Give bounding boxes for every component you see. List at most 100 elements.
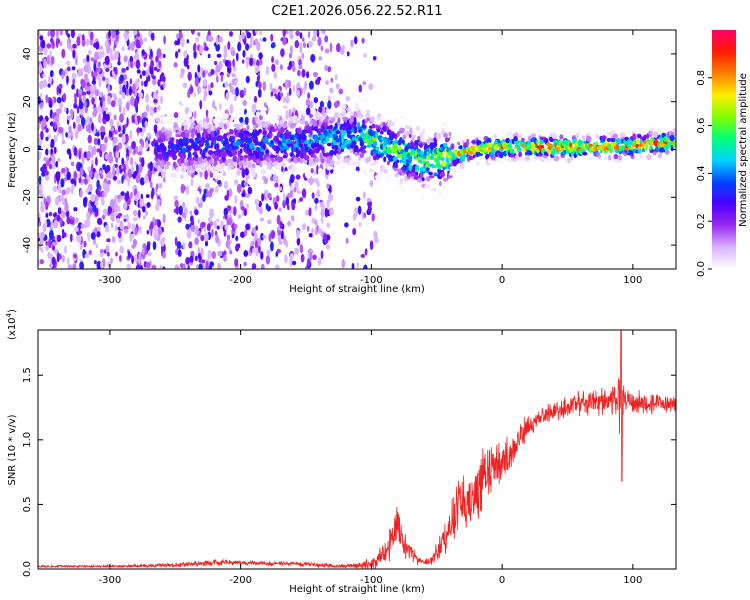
heatmap-cell [196, 169, 201, 173]
heatmap-cell [471, 140, 477, 144]
heatmap-cell [309, 113, 313, 119]
heatmap-cell [282, 192, 286, 202]
heatmap-cell [189, 160, 194, 166]
heatmap-cell [389, 107, 394, 113]
heatmap-cell [326, 199, 330, 208]
heatmap-cell [61, 234, 65, 239]
heatmap-cell [202, 78, 208, 88]
heatmap-cell [354, 207, 359, 217]
heatmap-cell [250, 240, 255, 246]
heatmap-cell [276, 248, 282, 254]
heatmap-cell [320, 208, 325, 218]
heatmap-cell [281, 163, 286, 167]
heatmap-cell [228, 152, 232, 157]
heatmap-cell [77, 173, 81, 179]
heatmap-cell [115, 251, 118, 257]
heatmap-cell [104, 40, 108, 48]
heatmap-cell [401, 139, 405, 145]
heatmap-cell [107, 84, 111, 93]
heatmap-cell [262, 107, 268, 111]
heatmap-cell [139, 225, 142, 234]
colorbar-ticks: 0.0 0.2 0.4 0.6 0.8 [696, 70, 712, 277]
heatmap-cell [227, 166, 231, 171]
heatmap-cell [306, 71, 310, 79]
heatmap-cell [40, 237, 44, 245]
heatmap-cell [310, 149, 316, 155]
heatmap-cell [99, 174, 104, 179]
heatmap-cell [96, 179, 100, 190]
heatmap-cell [139, 74, 143, 79]
heatmap-cell [71, 66, 76, 71]
heatmap-cell [50, 56, 55, 65]
heatmap-cell [61, 74, 64, 80]
heatmap-cell [209, 123, 213, 129]
heatmap-cell [439, 181, 442, 187]
spectrogram-y-label: Frequency (Hz) [7, 112, 18, 188]
heatmap-cell [268, 131, 273, 138]
heatmap-cell [62, 199, 65, 206]
heatmap-cell [197, 163, 203, 168]
heatmap-cell [236, 243, 241, 249]
heatmap-cell [233, 106, 239, 111]
heatmap-cell [189, 255, 194, 263]
heatmap-cell [126, 117, 129, 127]
heatmap-cell [115, 30, 119, 36]
heatmap-cell [364, 248, 368, 256]
heatmap-cell [562, 139, 568, 146]
heatmap-cell [418, 143, 424, 148]
heatmap-cell [187, 264, 190, 269]
heatmap-cell [191, 220, 195, 226]
heatmap-cell [345, 237, 349, 244]
heatmap-cell [495, 156, 501, 163]
heatmap-cell [200, 234, 205, 242]
heatmap-cell [328, 192, 332, 202]
heatmap-cell [373, 155, 377, 161]
heatmap-cell [351, 140, 357, 146]
heatmap-cell [291, 60, 295, 68]
heatmap-cell [42, 57, 45, 63]
heatmap-cell [197, 64, 201, 73]
heatmap-cell [216, 218, 220, 223]
heatmap-cell [254, 198, 260, 206]
heatmap-cell [449, 171, 453, 176]
heatmap-cell [314, 203, 318, 211]
heatmap-cell [433, 141, 438, 148]
heatmap-cell [664, 143, 670, 150]
heatmap-cell [114, 51, 119, 60]
heatmap-cell [142, 111, 148, 117]
heatmap-cell [230, 115, 234, 121]
heatmap-cell [211, 131, 215, 136]
x-tick-label: 0 [499, 575, 505, 586]
heatmap-cell [92, 204, 97, 213]
heatmap-cell [48, 238, 52, 249]
heatmap-cell [90, 87, 94, 94]
heatmap-cell [140, 80, 144, 87]
heatmap-cell [371, 136, 377, 142]
heatmap-cell [300, 253, 305, 263]
heatmap-cell [78, 88, 83, 95]
heatmap-cell [189, 119, 195, 123]
heatmap-cell [274, 59, 279, 65]
heatmap-cell [269, 82, 273, 91]
heatmap-cell [190, 30, 195, 35]
heatmap-cell [70, 178, 76, 185]
heatmap-cell [619, 131, 625, 138]
heatmap-cell [579, 130, 584, 136]
heatmap-cell [61, 254, 65, 263]
heatmap-cell [279, 133, 284, 139]
heatmap-cell [53, 134, 58, 143]
heatmap-cell [225, 120, 232, 125]
heatmap-cell [147, 133, 152, 138]
heatmap-cell [252, 184, 258, 191]
heatmap-cell [232, 65, 237, 72]
heatmap-cell [127, 221, 131, 230]
heatmap-cell [646, 154, 652, 161]
heatmap-cell [118, 105, 122, 113]
heatmap-cell [291, 140, 295, 146]
heatmap-cell [145, 261, 151, 269]
heatmap-cell [220, 168, 224, 174]
heatmap-cell [207, 34, 213, 43]
heatmap-cell [341, 104, 347, 110]
heatmap-cell [228, 147, 233, 152]
heatmap-cell [277, 110, 281, 116]
